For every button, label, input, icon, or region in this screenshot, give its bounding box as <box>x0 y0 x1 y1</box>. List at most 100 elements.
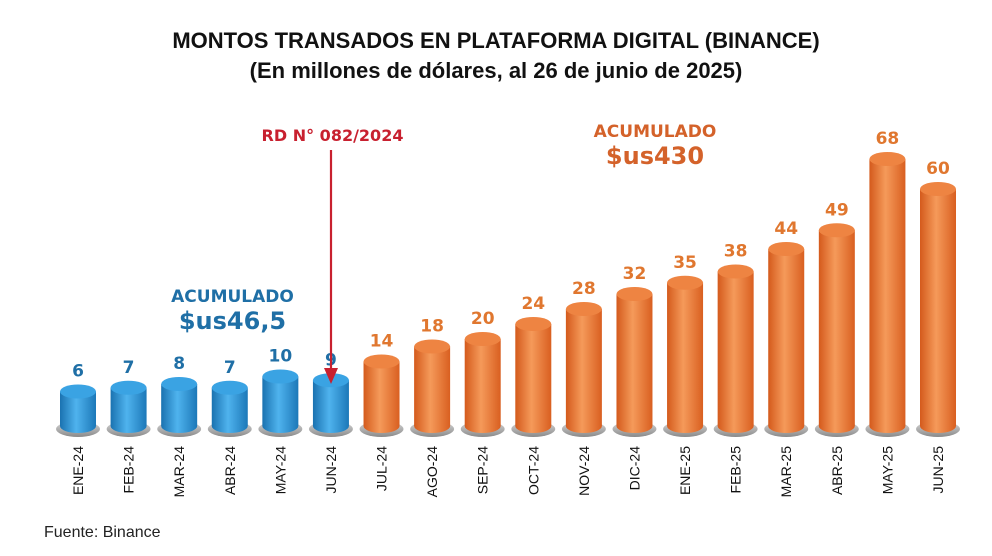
bar-bottom <box>667 419 704 433</box>
bar-group: 68 MAY-25 <box>865 129 910 494</box>
data-label: 24 <box>521 294 545 314</box>
bar <box>363 361 400 426</box>
data-label: 38 <box>724 242 748 262</box>
x-tick-label: JUL-24 <box>374 446 390 491</box>
data-label: 68 <box>876 129 900 149</box>
bar-bottom <box>312 419 349 433</box>
marker-label: RD N° 082/2024 <box>261 126 404 145</box>
x-tick-label: AGO-24 <box>424 446 440 498</box>
bar <box>616 294 653 426</box>
bar-cap <box>515 317 552 331</box>
x-tick-label: JUN-24 <box>323 446 339 494</box>
bar <box>667 282 704 426</box>
bar-group: 10 MAY-24 <box>258 347 303 494</box>
data-label: 7 <box>123 358 135 378</box>
x-tick-label: FEB-24 <box>121 446 137 494</box>
bar-group: 9JUN-24 <box>308 350 353 494</box>
bar <box>262 376 299 426</box>
bar <box>869 159 906 426</box>
bar-bottom <box>869 419 906 433</box>
x-tick-label: MAY-25 <box>879 446 895 494</box>
bar <box>920 189 956 426</box>
bar-group: 24 OCT-24 <box>511 294 556 495</box>
x-tick-label: ENE-25 <box>677 446 693 495</box>
data-label: 20 <box>471 309 495 329</box>
bar-group: 20 SEP-24 <box>460 309 505 494</box>
x-tick-label: ENE-24 <box>70 446 86 495</box>
bar-cap <box>464 332 501 346</box>
data-label: 14 <box>370 332 394 352</box>
bar-cap <box>211 380 248 395</box>
data-label: 35 <box>673 253 697 273</box>
data-label: 7 <box>224 358 236 378</box>
bar <box>768 249 805 426</box>
after-total-annotation: ACUMULADO $us430 <box>585 122 725 170</box>
bar <box>818 230 855 426</box>
bar <box>464 339 501 426</box>
bar <box>717 271 754 426</box>
bar <box>312 380 349 426</box>
bar-bottom <box>262 419 299 433</box>
data-label: 8 <box>173 354 185 374</box>
bar-bottom <box>414 419 451 433</box>
bar-cap <box>818 223 855 238</box>
after-total-label: ACUMULADO <box>593 122 717 142</box>
bar-cap <box>565 302 602 316</box>
bar-group: 44 MAR-25 <box>764 219 809 498</box>
bar-bottom <box>920 419 956 433</box>
bar-bottom <box>110 419 147 433</box>
x-tick-label: NOV-24 <box>576 446 592 496</box>
data-label: 32 <box>623 264 647 284</box>
bar-group: 6 ENE-24 <box>56 362 100 495</box>
bar-cap <box>363 354 400 369</box>
bar-cap <box>110 380 147 395</box>
bar-cap <box>161 377 198 391</box>
x-tick-label: SEP-24 <box>475 446 491 494</box>
x-tick-label: FEB-25 <box>728 446 744 494</box>
before-total-annotation: ACUMULADO $us46,5 <box>150 287 315 335</box>
after-total-value: $us430 <box>605 142 705 170</box>
x-tick-label: MAR-25 <box>778 446 794 498</box>
data-label: 18 <box>420 317 444 337</box>
before-total-label: ACUMULADO <box>171 287 294 307</box>
bar-cap <box>60 384 96 399</box>
bar-group: 32 DIC-24 <box>612 264 657 491</box>
x-tick-label: JUN-25 <box>930 446 946 494</box>
marker-arrowhead <box>324 368 338 384</box>
bar-cap <box>920 182 956 196</box>
bar <box>565 309 602 426</box>
bar-bottom <box>161 419 198 433</box>
bar-group: 38 FEB-25 <box>713 242 758 494</box>
source-note: Fuente: Binance <box>44 524 161 541</box>
bar-cap <box>414 339 451 354</box>
data-label: 49 <box>825 200 849 220</box>
bar-group: 60 JUN-25 <box>916 159 960 493</box>
bar-cap <box>717 264 754 279</box>
bar-cap <box>262 369 299 384</box>
chart-title: MONTOS TRANSADOS EN PLATAFORMA DIGITAL (… <box>172 28 820 53</box>
bar-group: 49 ABR-25 <box>814 200 859 495</box>
x-tick-label: MAR-24 <box>171 446 187 498</box>
bar-bottom <box>363 419 400 433</box>
data-label: 60 <box>926 159 950 179</box>
bar <box>414 346 451 426</box>
bar-cap <box>869 152 906 166</box>
chart-subtitle: (En millones de dólares, al 26 de junio … <box>249 58 743 83</box>
x-tick-label: ABR-24 <box>222 446 238 495</box>
bar-bottom <box>60 419 96 433</box>
bar-cap <box>667 275 704 290</box>
bar-group: 18 AGO-24 <box>410 317 455 498</box>
before-total-value: $us46,5 <box>178 307 287 335</box>
bar-group: 28 NOV-24 <box>561 279 606 496</box>
bar <box>515 324 552 426</box>
marker-arrow <box>324 150 338 384</box>
bar-cap <box>768 242 805 256</box>
x-tick-label: DIC-24 <box>626 446 642 491</box>
x-tick-label: OCT-24 <box>525 446 541 495</box>
bar-group: 35 ENE-25 <box>663 253 708 495</box>
bar-bottom <box>565 419 602 433</box>
bar-bottom <box>211 419 248 433</box>
x-tick-label: ABR-25 <box>829 446 845 495</box>
bar-group: 8 MAR-24 <box>157 354 202 498</box>
